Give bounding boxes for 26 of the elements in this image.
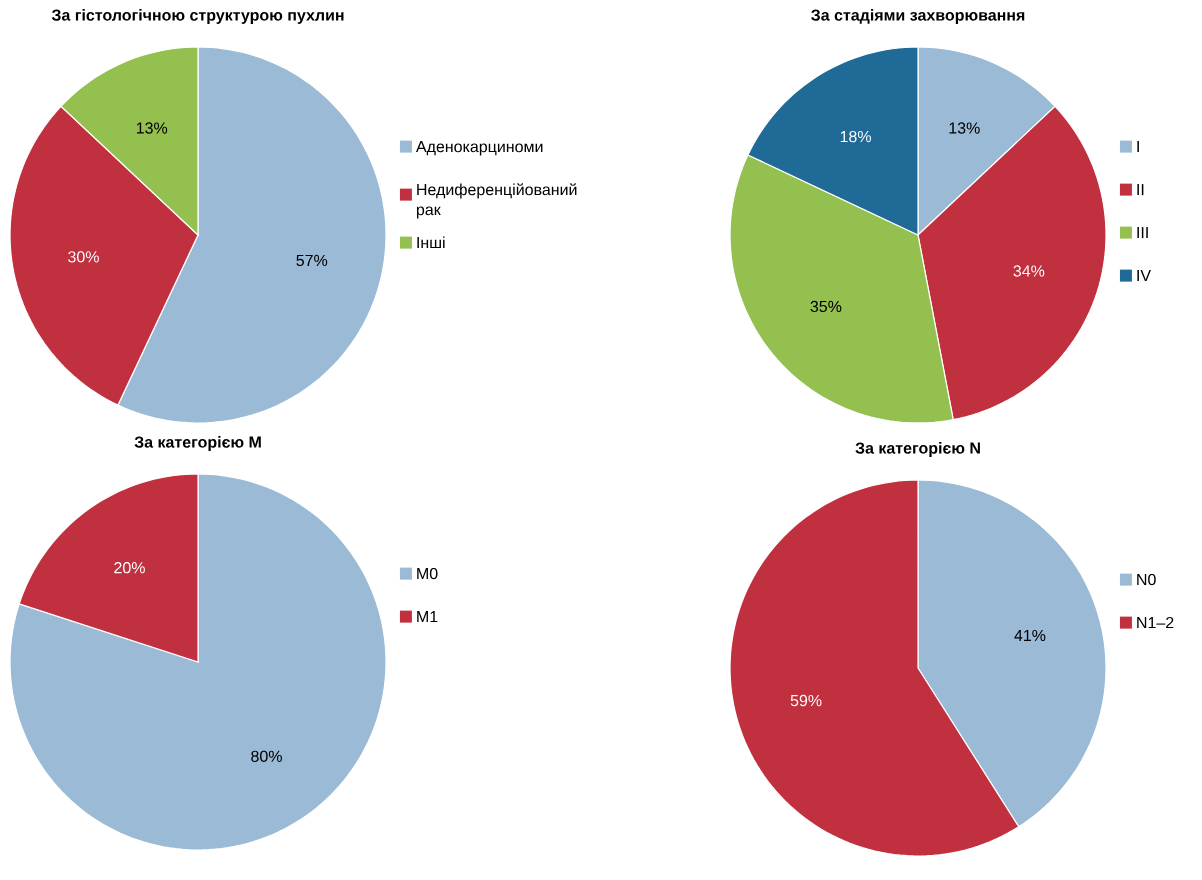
data-label: 30% <box>68 251 99 263</box>
chart-title: За стадіями захворювання <box>811 9 1025 24</box>
legend-label: IV <box>1137 270 1151 282</box>
legend-label: Недиференційований рак <box>416 183 577 219</box>
data-label: 57% <box>296 254 328 267</box>
legend-label: M1 <box>417 611 438 623</box>
legend-label: II <box>1137 184 1144 196</box>
data-label: 41% <box>1014 629 1046 642</box>
data-label: 13% <box>949 122 980 134</box>
legend-label: Аденокарциноми <box>415 141 543 156</box>
data-label: 13% <box>136 122 168 134</box>
data-label: 18% <box>840 130 871 143</box>
data-label: 20% <box>114 562 145 574</box>
legend-label: N1–2 <box>1137 616 1174 629</box>
chart-title: За категорією M <box>134 436 261 451</box>
legend-label: Інші <box>417 236 445 249</box>
data-label: 34% <box>1013 265 1045 277</box>
chart-title: За гістологічною структурою пухлин <box>51 9 344 24</box>
legend-label: M0 <box>417 567 438 580</box>
data-label: 80% <box>251 750 282 762</box>
data-label: 35% <box>810 300 842 313</box>
legend-label: N0 <box>1137 573 1156 586</box>
chart-title: За категорією N <box>855 442 980 457</box>
legend-label: I <box>1137 141 1139 153</box>
legend-label: III <box>1137 227 1148 239</box>
data-label: 59% <box>790 694 822 707</box>
